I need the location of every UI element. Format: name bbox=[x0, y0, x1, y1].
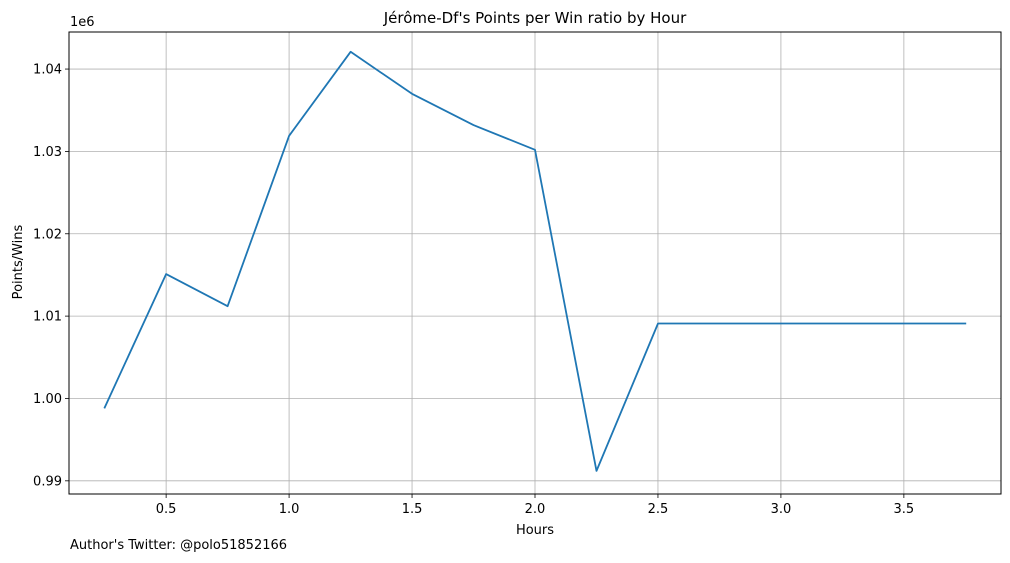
series-line bbox=[103, 50, 967, 472]
x-tick-label: 2.5 bbox=[648, 502, 669, 517]
grid-lines bbox=[69, 32, 1001, 494]
author-note: Author's Twitter: @polo51852166 bbox=[70, 538, 288, 553]
x-tick-label: 3.0 bbox=[771, 502, 792, 517]
y-tick-label: 1.04 bbox=[33, 63, 62, 78]
y-tick-label: 1.02 bbox=[33, 227, 62, 242]
chart-title: Jérôme-Df's Points per Win ratio by Hour bbox=[383, 9, 687, 27]
y-offset-label: 1e6 bbox=[70, 15, 95, 30]
series-layer bbox=[103, 50, 967, 472]
y-tick-label: 1.00 bbox=[33, 392, 62, 407]
x-tick-label: 1.5 bbox=[402, 502, 423, 517]
x-tick-label: 2.0 bbox=[525, 502, 546, 517]
x-axis-title: Hours bbox=[516, 523, 554, 538]
x-axis-ticks: 0.5 1.0 1.5 2.0 2.5 3.0 3.5 bbox=[156, 494, 914, 517]
y-tick-label: 1.01 bbox=[33, 310, 62, 325]
y-axis-ticks: 0.99 1.00 1.01 1.02 1.03 1.04 bbox=[33, 63, 69, 489]
y-axis-title: Points/Wins bbox=[11, 224, 26, 299]
y-tick-label: 1.03 bbox=[33, 145, 62, 160]
x-tick-label: 3.5 bbox=[894, 502, 915, 517]
x-tick-label: 0.5 bbox=[156, 502, 177, 517]
x-tick-label: 1.0 bbox=[279, 502, 300, 517]
y-tick-label: 0.99 bbox=[33, 474, 62, 489]
